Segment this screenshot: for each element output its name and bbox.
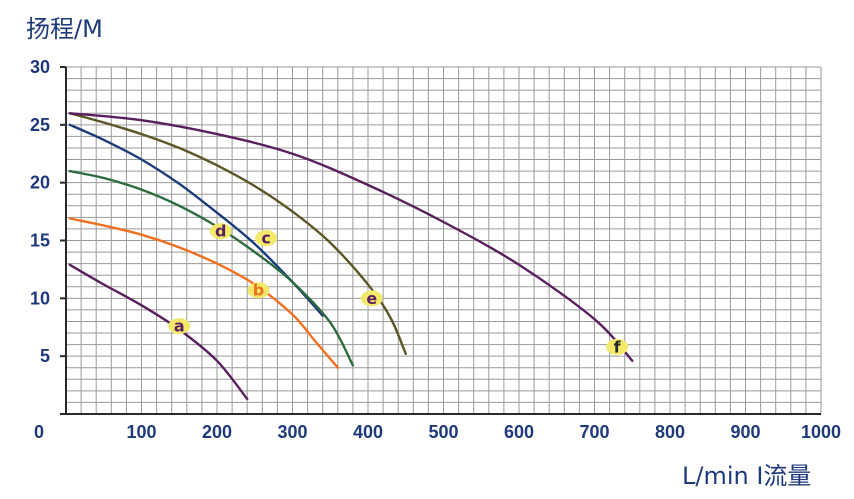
- curve-label-b: b: [253, 281, 264, 300]
- curve-label-marker-d: [209, 223, 232, 240]
- x-tick-label: 900: [730, 422, 760, 442]
- curve-label-a: a: [174, 317, 185, 336]
- x-tick-label: 600: [504, 422, 534, 442]
- y-tick-label: 30: [30, 57, 50, 77]
- x-tick-label: 100: [126, 422, 156, 442]
- x-tick-label: 300: [277, 422, 307, 442]
- y-axis-title: 扬程/M: [26, 15, 103, 43]
- curve-a: [68, 263, 249, 401]
- x-tick-label: 1000: [801, 422, 841, 442]
- y-tick-label: 15: [30, 231, 50, 251]
- y-tick-label: 25: [30, 115, 50, 135]
- curve-label-marker-c: [255, 230, 278, 247]
- x-tick-label: 400: [353, 422, 383, 442]
- x-tick-labels: 0 100 200 300 400 500 600 700 800 900 1000: [34, 422, 841, 442]
- curve-label-c: c: [261, 229, 270, 248]
- x-tick-label: 500: [428, 422, 458, 442]
- grid: [65, 66, 822, 415]
- curve-labels: a b c d e f: [168, 222, 629, 356]
- x-tick-label: 700: [579, 422, 609, 442]
- curve-f: [68, 112, 634, 362]
- y-tick-label: 10: [30, 288, 50, 308]
- curve-label-e: e: [366, 289, 377, 308]
- x-tick-label: 800: [655, 422, 685, 442]
- curve-b: [68, 217, 339, 369]
- x-axis-title: L/min I流量: [682, 462, 811, 490]
- curve-label-marker-e: [360, 290, 383, 307]
- axes: [60, 66, 821, 415]
- x-tick-label: 0: [34, 422, 44, 442]
- y-tick-labels: 5 10 15 20 25 30: [30, 57, 50, 366]
- x-tick-label: 200: [202, 422, 232, 442]
- curve-label-d: d: [215, 222, 226, 241]
- curve-label-marker-a: [168, 318, 191, 335]
- y-tick-label: 5: [40, 346, 50, 366]
- y-tick-label: 20: [30, 173, 50, 193]
- curve-label-f: f: [614, 337, 622, 356]
- curve-label-marker-b: [247, 282, 270, 299]
- curve-label-marker-f: [606, 338, 629, 355]
